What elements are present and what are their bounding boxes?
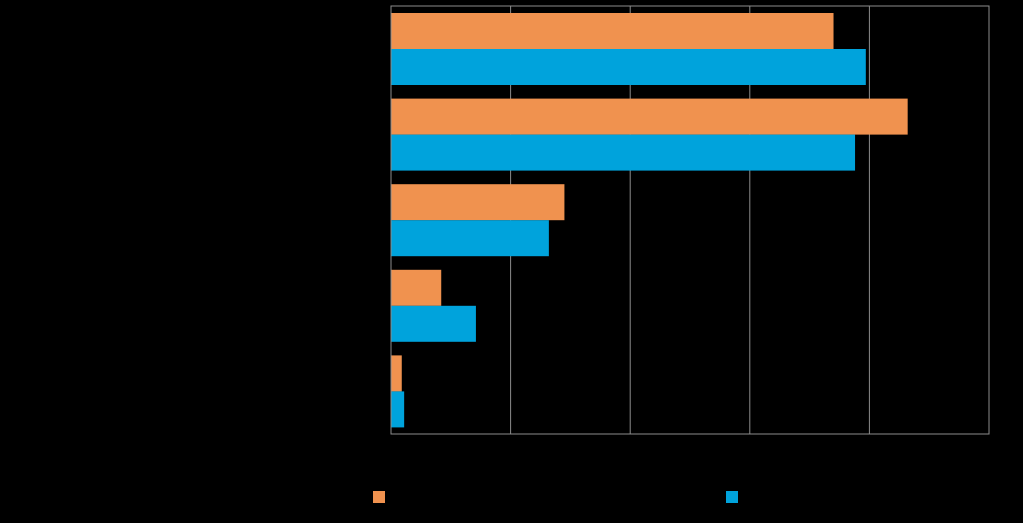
- bar-series2-category5: [391, 391, 405, 428]
- bar-series2-category1: [391, 49, 866, 85]
- bar-series1-category2: [391, 98, 908, 135]
- plot-area-frame: [390, 5, 990, 435]
- bar-series2-category2: [391, 134, 856, 171]
- legend: [373, 491, 738, 503]
- legend-marker-series2: [726, 491, 738, 503]
- legend-marker-series1: [373, 491, 385, 503]
- bar-series2-category3: [391, 220, 549, 257]
- bar-series1-category5: [391, 355, 402, 392]
- bars: [391, 13, 908, 428]
- bar-series1-category3: [391, 184, 565, 221]
- bar-series2-category4: [391, 305, 476, 342]
- bar-series1-category4: [391, 269, 442, 306]
- bar-series1-category1: [391, 13, 834, 49]
